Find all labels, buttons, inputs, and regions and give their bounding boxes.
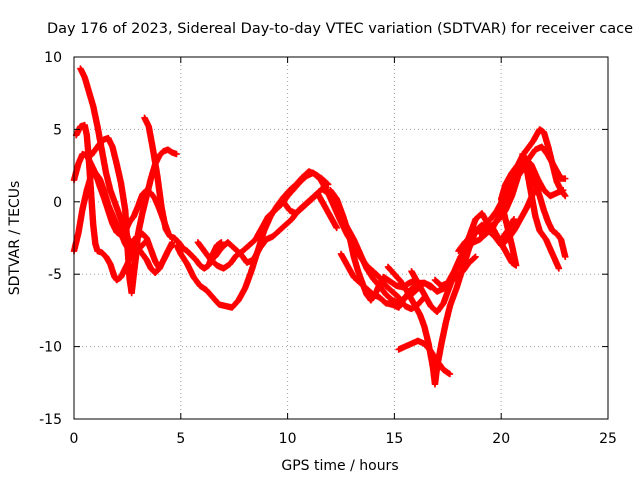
series-track-20 xyxy=(489,152,563,272)
x-tick-label: 25 xyxy=(599,431,617,447)
y-tick-labels: -15 -10 -5 0 5 10 xyxy=(39,50,62,428)
series-trace xyxy=(88,135,179,296)
x-tick-label: 20 xyxy=(492,431,510,447)
series-track-3 xyxy=(70,169,176,276)
y-axis-label: SDTVAR / TECUs xyxy=(7,181,23,296)
series-track-9 xyxy=(211,189,340,266)
series-trace xyxy=(519,151,569,259)
y-tick-label: 0 xyxy=(53,195,62,211)
x-tick-label: 5 xyxy=(176,431,185,447)
series-trace xyxy=(490,153,562,271)
y-tick-label: 5 xyxy=(53,122,62,138)
chart-title: Day 176 of 2023, Sidereal Day-to-day VTE… xyxy=(47,21,633,37)
x-tick-label: 15 xyxy=(385,431,403,447)
series-track-16 xyxy=(408,181,543,316)
axis-ticks xyxy=(73,56,609,420)
x-tick-label: 10 xyxy=(279,431,297,447)
series-track-19 xyxy=(476,126,569,237)
x-tick-label: 0 xyxy=(70,431,79,447)
grid-lines xyxy=(74,57,608,419)
data-series xyxy=(70,65,569,388)
x-axis-label: GPS time / hours xyxy=(281,458,398,474)
y-tick-label: -15 xyxy=(39,412,62,428)
y-tick-label: -10 xyxy=(39,340,62,356)
y-tick-label: -5 xyxy=(48,267,62,283)
plot-frame xyxy=(73,56,609,420)
series-trace xyxy=(212,190,340,266)
y-tick-label: 10 xyxy=(44,50,62,66)
series-track-21 xyxy=(519,150,569,261)
series-track-5 xyxy=(87,134,180,297)
x-tick-labels: 0 5 10 15 20 25 xyxy=(70,431,617,447)
